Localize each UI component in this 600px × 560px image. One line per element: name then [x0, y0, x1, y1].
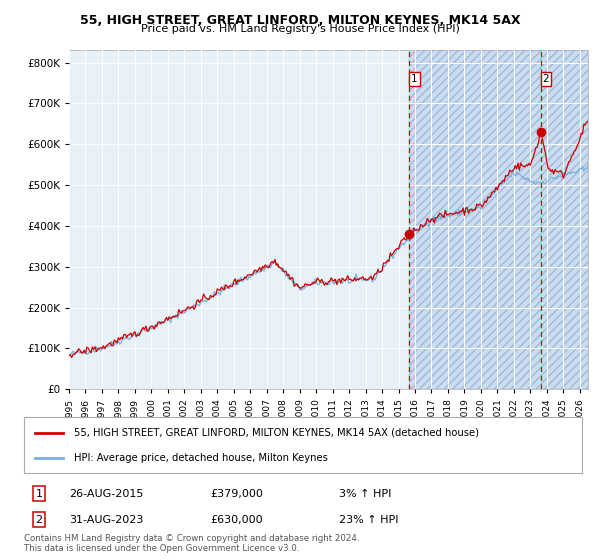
Bar [409, 50, 588, 389]
Text: £379,000: £379,000 [210, 489, 263, 499]
Text: 26-AUG-2015: 26-AUG-2015 [69, 489, 143, 499]
Text: 55, HIGH STREET, GREAT LINFORD, MILTON KEYNES, MK14 5AX: 55, HIGH STREET, GREAT LINFORD, MILTON K… [80, 14, 520, 27]
Text: HPI: Average price, detached house, Milton Keynes: HPI: Average price, detached house, Milt… [74, 452, 328, 463]
Text: 31-AUG-2023: 31-AUG-2023 [69, 515, 143, 525]
Text: 1: 1 [35, 489, 43, 499]
Text: £630,000: £630,000 [210, 515, 263, 525]
Text: 23% ↑ HPI: 23% ↑ HPI [339, 515, 398, 525]
Text: This data is licensed under the Open Government Licence v3.0.: This data is licensed under the Open Gov… [24, 544, 299, 553]
Text: Price paid vs. HM Land Registry's House Price Index (HPI): Price paid vs. HM Land Registry's House … [140, 24, 460, 34]
Text: 3% ↑ HPI: 3% ↑ HPI [339, 489, 391, 499]
Text: 1: 1 [411, 74, 418, 84]
Text: 55, HIGH STREET, GREAT LINFORD, MILTON KEYNES, MK14 5AX (detached house): 55, HIGH STREET, GREAT LINFORD, MILTON K… [74, 428, 479, 438]
Text: 2: 2 [35, 515, 43, 525]
FancyBboxPatch shape [24, 417, 582, 473]
Text: Contains HM Land Registry data © Crown copyright and database right 2024.: Contains HM Land Registry data © Crown c… [24, 534, 359, 543]
Text: 2: 2 [542, 74, 550, 84]
